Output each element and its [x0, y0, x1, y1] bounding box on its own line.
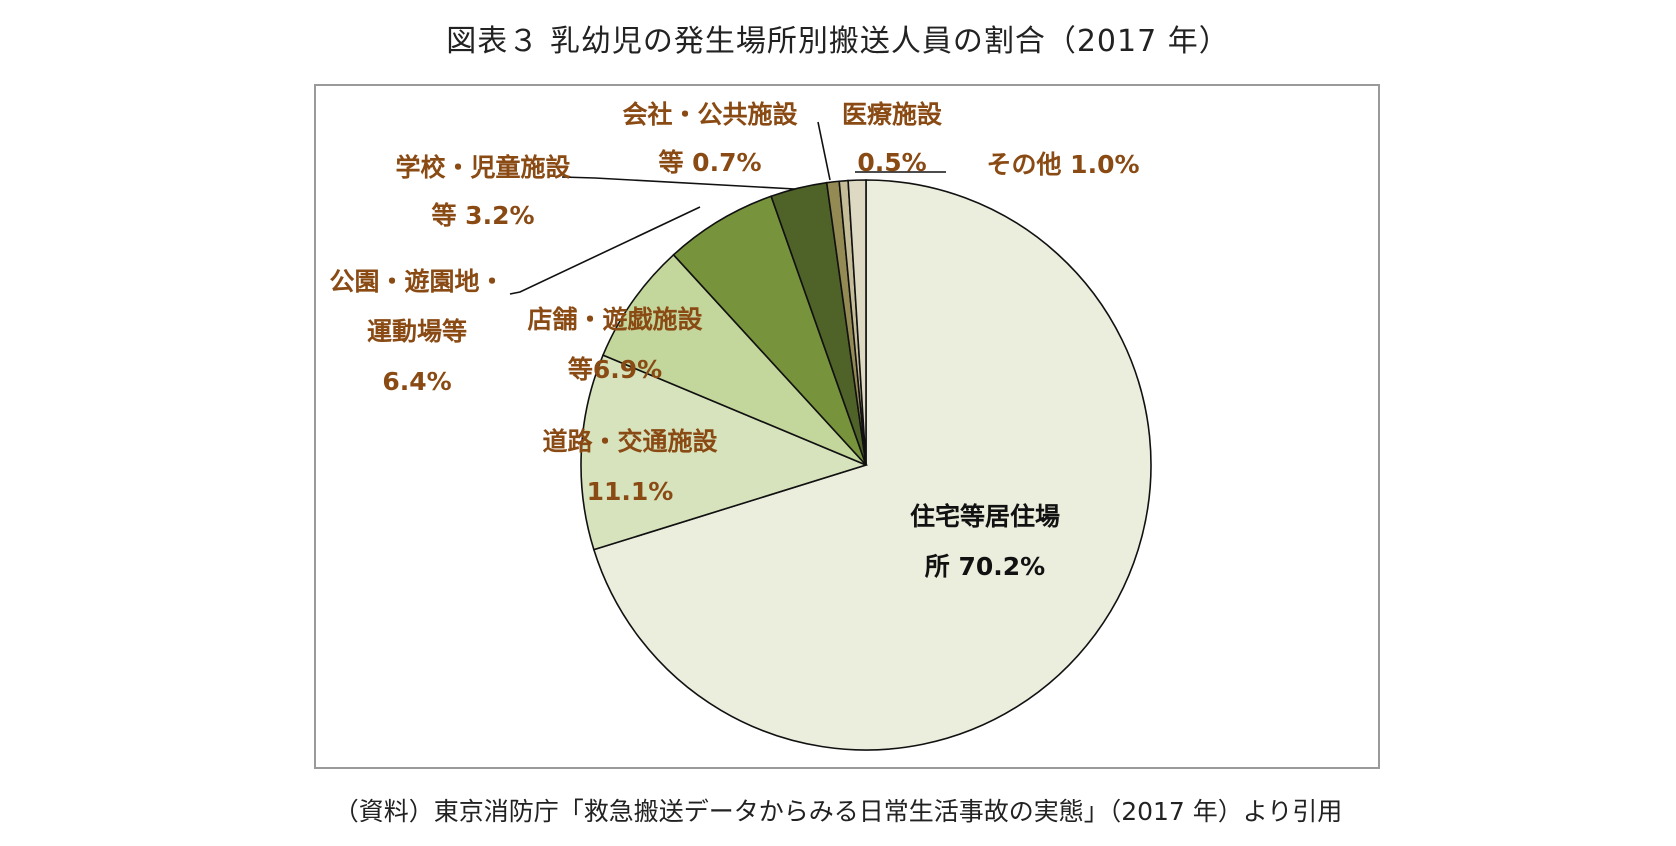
slice-label-0: 住宅等居住場所 70.2% [910, 502, 1060, 581]
pie-slice-3 [672, 195, 867, 466]
slice-label-3: 公園・遊園地・運動場等 6.4% [329, 267, 504, 396]
slice-label-7: その他 1.0% [986, 150, 1139, 179]
chart-title: 図表３ 乳幼児の発生場所別搬送人員の割合（2017 年） [446, 24, 1230, 59]
pie-slice-2 [601, 253, 867, 466]
slice-label-2: 店舗・遊戯施設等6.9% [527, 305, 703, 384]
leader-lines [509, 121, 946, 295]
slice-labels: 住宅等居住場所 70.2% 道路・交通施設 11.1% 店舗・遊戯施設等6.9% 公園・… [329, 100, 1139, 581]
pie-slice-7 [847, 179, 867, 466]
slice-label-6: 医療施設 0.5% [842, 100, 943, 177]
source-note: （資料）東京消防庁「救急搬送データからみる日常生活事故の実態」（2017 年）よ… [333, 797, 1343, 826]
pie-slice-1 [580, 354, 869, 551]
chart-area [314, 84, 1380, 769]
leader-line-5 [817, 121, 831, 181]
pie-slices [580, 179, 1152, 751]
slice-label-1: 道路・交通施設 11.1% [542, 427, 718, 506]
slice-label-4: 学校・児童施設等 3.2% [395, 153, 571, 230]
pie-slice-0 [592, 179, 1152, 751]
leader-line-4 [561, 176, 796, 190]
leader-line-3 [509, 206, 701, 295]
slice-label-5: 会社・公共施設等 0.7% [622, 100, 798, 177]
